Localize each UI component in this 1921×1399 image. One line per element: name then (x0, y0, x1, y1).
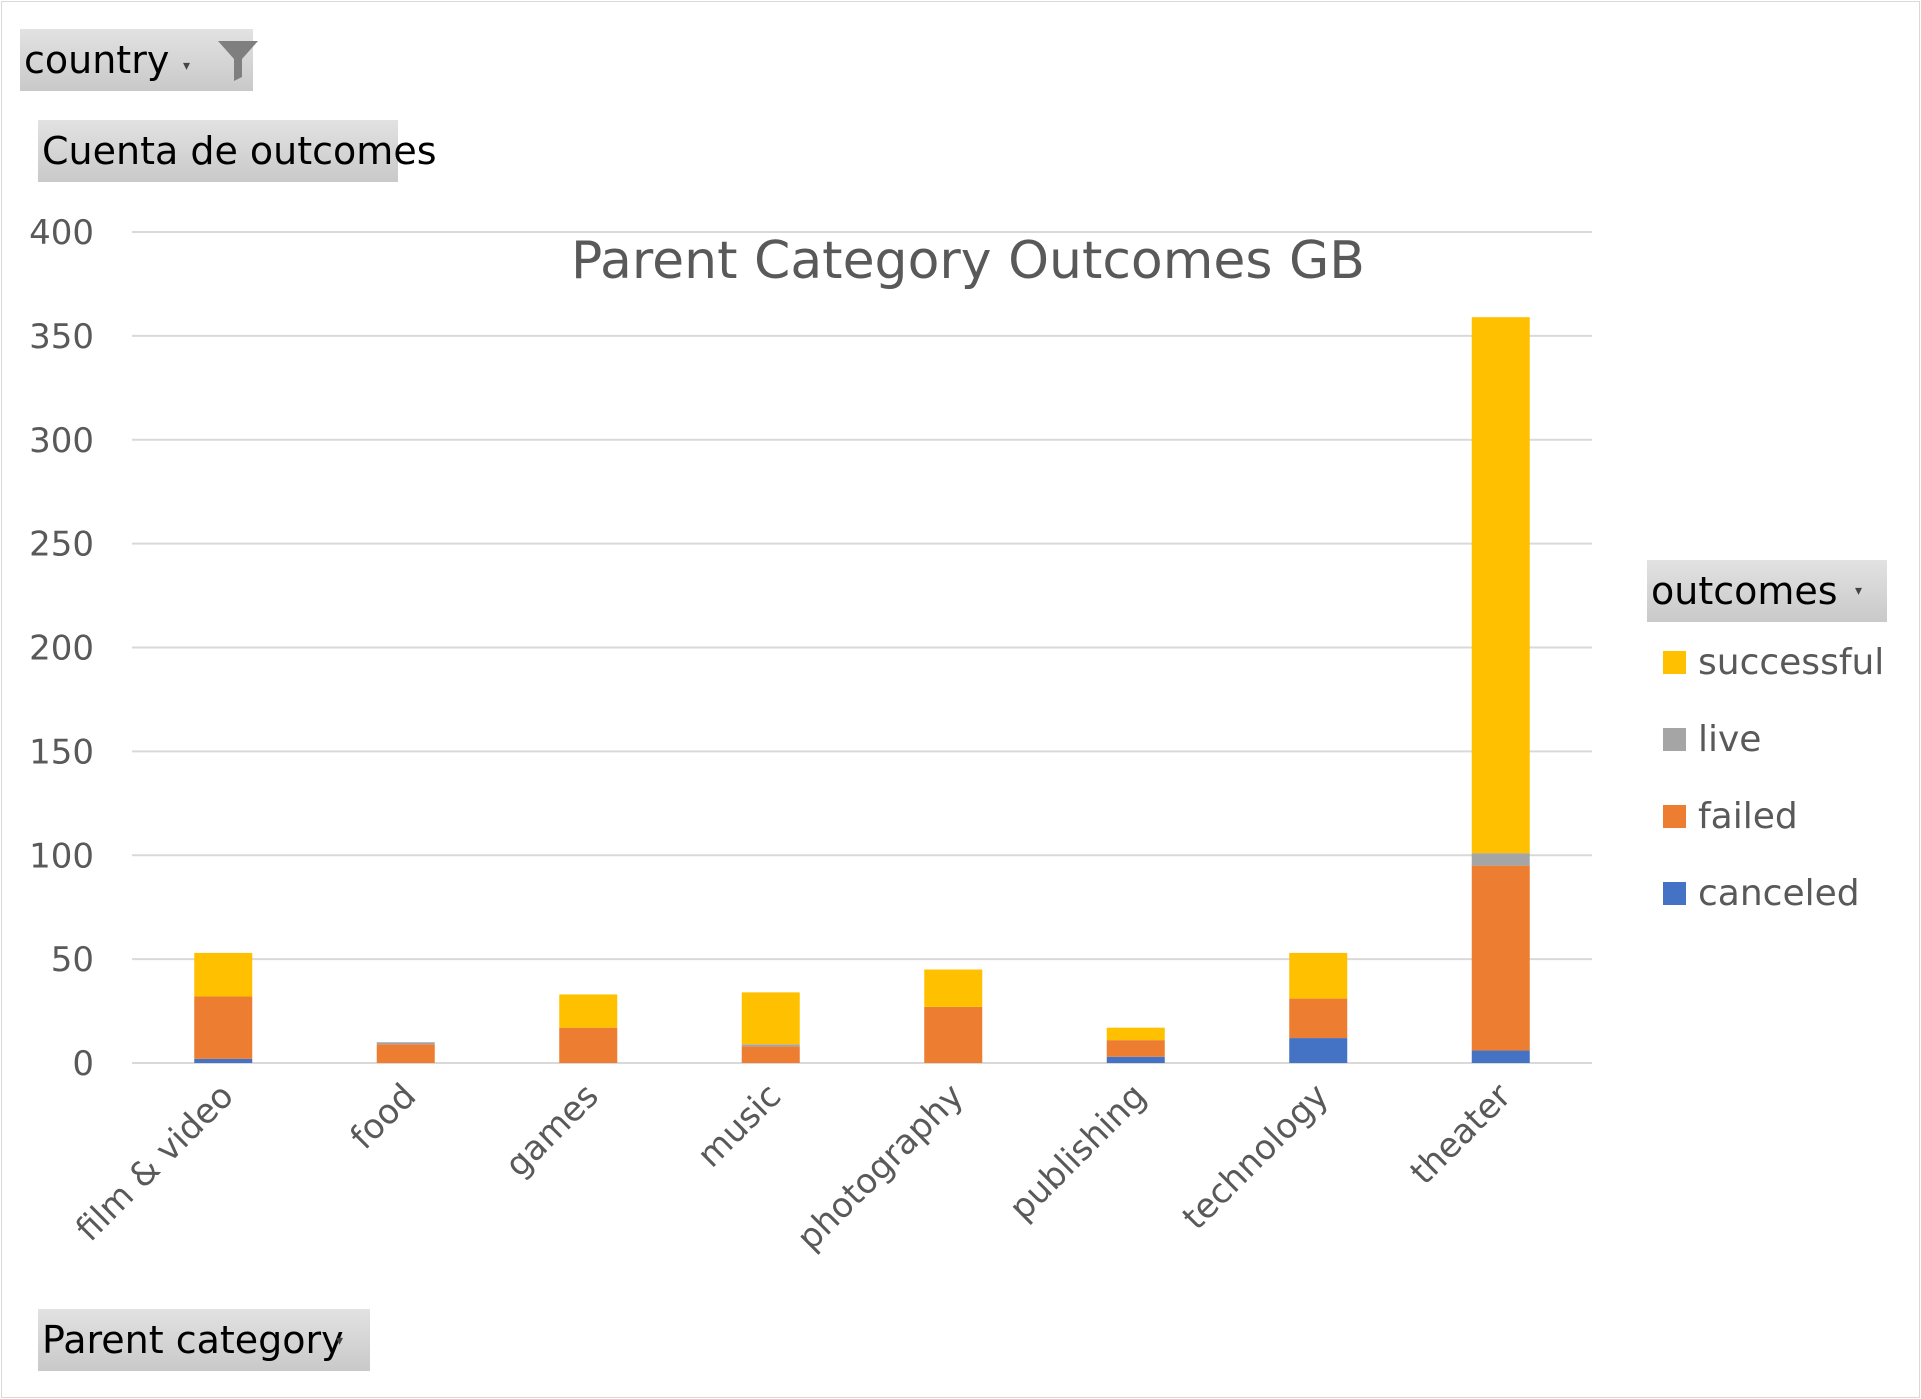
legend-label-successful: successful (1698, 642, 1884, 683)
bar-segment-live (376, 1042, 435, 1045)
gridlines (132, 231, 1592, 1064)
bar-segment-successful (1106, 1027, 1165, 1041)
legend-label-live: live (1698, 719, 1761, 760)
funnel-icon (218, 41, 258, 81)
legend-swatch-successful (1663, 651, 1686, 674)
bars (194, 317, 1530, 1063)
value-field-label: Cuenta de outcomes (42, 129, 437, 173)
bar-segment-live (1471, 853, 1530, 866)
dropdown-arrow-icon: ▾ (1855, 583, 1863, 599)
bar-segment-successful (1289, 952, 1348, 999)
axis-field-label: Parent category (42, 1318, 344, 1362)
bar-segment-failed (194, 996, 253, 1059)
bar-segment-successful (924, 969, 983, 1007)
y-tick-label: 350 (29, 317, 94, 357)
chart-title: Parent Category Outcomes GB (571, 231, 1365, 291)
x-category-label: theater (1403, 1076, 1520, 1193)
legend-label-canceled: canceled (1698, 873, 1860, 914)
bar-segment-canceled (1106, 1056, 1165, 1063)
legend-swatch-live (1663, 728, 1686, 751)
y-tick-label: 400 (29, 213, 94, 253)
dropdown-arrow-icon: ▾ (336, 1333, 344, 1349)
x-category-label: publishing (1002, 1076, 1154, 1228)
x-category-label: film & video (68, 1076, 241, 1249)
bar-segment-failed (1471, 865, 1530, 1051)
bar-segment-failed (376, 1044, 435, 1063)
axis-field-button[interactable]: Parent category ▾ (38, 1309, 370, 1371)
bar-segment-canceled (1289, 1038, 1348, 1063)
bar-segment-live (741, 1044, 800, 1047)
x-axis-categories: film & video food games music photography pub… (68, 1076, 1519, 1258)
legend-swatch-canceled (1663, 882, 1686, 905)
bar-segment-failed (1289, 998, 1348, 1039)
bar-segment-successful (194, 952, 253, 997)
y-tick-label: 100 (29, 836, 94, 876)
value-field-button[interactable]: Cuenta de outcomes (38, 120, 437, 182)
legend-swatch-failed (1663, 805, 1686, 828)
y-tick-label: 200 (29, 629, 94, 669)
x-category-label: photography (789, 1076, 971, 1258)
x-category-label: technology (1175, 1076, 1337, 1238)
x-category-label: music (690, 1076, 789, 1175)
y-tick-label: 150 (29, 732, 94, 772)
bar-segment-canceled (194, 1058, 253, 1063)
y-tick-label: 300 (29, 421, 94, 461)
country-filter-label: country (24, 38, 170, 82)
bar-segment-failed (559, 1027, 618, 1063)
legend-label-failed: failed (1698, 796, 1798, 837)
x-category-label: food (343, 1076, 424, 1157)
bar-segment-failed (1106, 1040, 1165, 1057)
y-tick-label: 50 (51, 940, 94, 980)
y-axis-ticks: 0 50 100 150 200 250 300 350 400 (29, 213, 94, 1084)
y-tick-label: 250 (29, 525, 94, 565)
dropdown-arrow-icon: ▾ (183, 58, 191, 74)
legend: successful live failed canceled (1663, 642, 1884, 914)
legend-field-button[interactable]: outcomes ▾ (1647, 560, 1887, 622)
legend-field-label: outcomes (1651, 569, 1838, 613)
bar-segment-failed (741, 1046, 800, 1063)
x-category-label: games (498, 1076, 607, 1185)
bar-segment-canceled (1471, 1050, 1530, 1063)
bar-segment-successful (559, 994, 618, 1028)
country-filter-button[interactable]: country ▾ (20, 29, 258, 91)
y-tick-label: 0 (72, 1044, 94, 1084)
bar-segment-successful (1471, 317, 1530, 854)
bar-segment-successful (741, 992, 800, 1045)
bar-segment-failed (924, 1006, 983, 1063)
